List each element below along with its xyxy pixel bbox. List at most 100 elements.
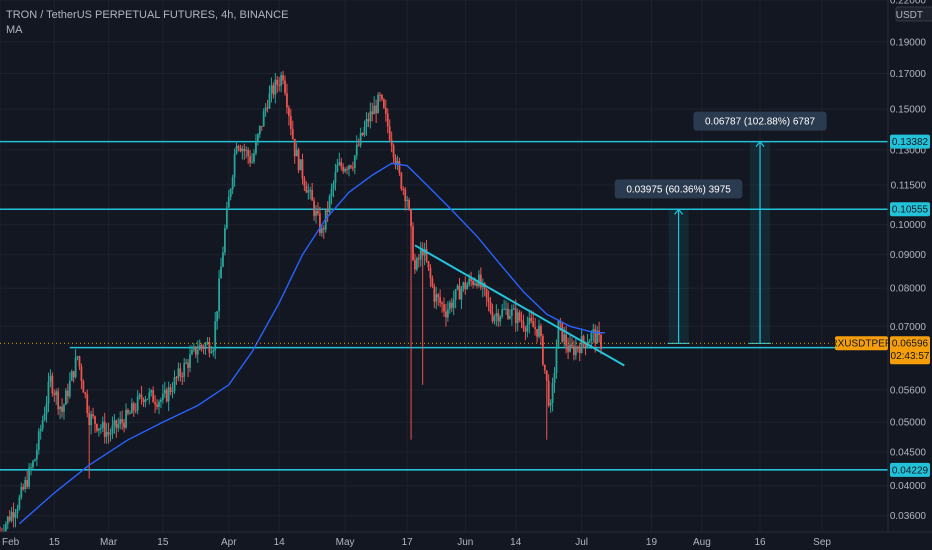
candle-body-10	[18, 497, 21, 509]
candle-body-117	[225, 207, 228, 229]
candle-body-104	[200, 344, 203, 347]
candle-body-51	[97, 428, 100, 431]
candle-body-170	[328, 196, 331, 213]
candle-body-62	[119, 419, 122, 425]
candle-body-229	[443, 304, 445, 312]
candle-body-65	[125, 409, 127, 428]
candle-body-15	[28, 467, 30, 487]
candle-body-195	[377, 94, 379, 114]
candle-body-45	[86, 394, 89, 414]
candle-body-90	[173, 377, 176, 392]
indicator-label[interactable]: MA	[6, 24, 23, 36]
candle-body-144	[278, 84, 281, 86]
candle-body-169	[326, 209, 329, 213]
candle-body-56	[107, 432, 110, 435]
candle-body-291	[563, 334, 566, 342]
candle-body-268	[518, 312, 521, 320]
candle-body-84	[161, 393, 164, 400]
price-tick-label-10: 0.05600	[890, 385, 927, 396]
candle-body-27	[51, 375, 54, 394]
candle-body-92	[177, 368, 180, 378]
candle-body-36	[68, 380, 71, 397]
candle-body-253	[489, 302, 492, 313]
candle-body-283	[547, 380, 550, 406]
time-tick-label-8: Jun	[457, 537, 473, 548]
candle-body-30	[57, 391, 60, 410]
candle-body-235	[454, 289, 457, 300]
candle-body-208	[402, 188, 405, 190]
candle-body-59	[113, 420, 116, 426]
candle-body-126	[243, 148, 246, 151]
candle-body-146	[282, 75, 284, 81]
candle-body-184	[355, 144, 358, 156]
candle-body-221	[427, 261, 430, 268]
candle-body-135	[260, 126, 263, 128]
candle-body-257	[497, 313, 500, 322]
candle-body-53	[101, 421, 104, 428]
candle-body-44	[84, 392, 87, 395]
price-tick-label-13: 0.04000	[890, 481, 927, 492]
candle-body-64	[123, 422, 125, 428]
candle-body-79	[152, 390, 155, 403]
candle-body-261	[505, 308, 507, 310]
candle-body-132	[255, 140, 257, 154]
candle-body-209	[404, 189, 407, 202]
candle-body-124	[239, 148, 242, 152]
candle-body-242	[468, 278, 471, 285]
candle-body-159	[307, 190, 310, 193]
time-tick-label-6: May	[336, 537, 355, 548]
price-tick-label-4: 0.13000	[890, 145, 927, 156]
candle-body-152	[293, 138, 296, 157]
price-axis[interactable]: 0.22000 0.19000 0.17000 0.15000 0.13000 0.115…	[887, 0, 932, 550]
candle-body-7	[12, 511, 15, 518]
candle-body-74	[142, 399, 145, 403]
price-tick-label-14: 0.03600	[890, 511, 927, 522]
candle-body-141	[272, 85, 275, 95]
candle-body-139	[268, 93, 271, 109]
currency-label: USDT	[896, 10, 923, 21]
time-tick-label-1: 15	[49, 537, 61, 548]
time-tick-label-5: 14	[274, 537, 286, 548]
candle-body-271	[524, 328, 527, 332]
candle-body-196	[379, 94, 381, 96]
candle-body-189	[365, 119, 368, 128]
candle-body-22	[41, 420, 44, 430]
candle-body-147	[284, 80, 286, 94]
candle-body-52	[99, 427, 102, 429]
candle-body-33	[63, 404, 65, 412]
price-tick-label-1: 0.19000	[890, 37, 927, 48]
candle-body-77	[148, 392, 151, 399]
candle-body-304	[588, 340, 591, 344]
candle-body-307	[594, 329, 597, 344]
candle-body-13	[24, 480, 27, 490]
candle-body-76	[146, 398, 149, 400]
candle-body-188	[363, 127, 366, 135]
candle-body-244	[472, 280, 474, 285]
candle-body-183	[353, 155, 356, 169]
candle-body-145	[280, 75, 283, 86]
candle-body-101	[194, 346, 197, 355]
time-axis[interactable]: Feb 15 Mar 15 Apr 14 May 17 Jun 14 Jul 19 Aug 16 Sep	[0, 531, 932, 550]
candle-body-298	[576, 346, 579, 349]
symbol-title[interactable]: TRON / TetherUS PERPETUAL FUTURES, 4h, B…	[6, 9, 289, 21]
candle-body-207	[400, 173, 403, 189]
candle-body-225	[435, 294, 438, 302]
bar-countdown: 02:43:57	[891, 351, 930, 362]
candle-body-60	[115, 420, 118, 428]
candle-body-204	[394, 157, 397, 165]
candle-body-191	[369, 111, 372, 122]
price-axis-bg	[888, 0, 932, 550]
candle-body-256	[495, 313, 498, 317]
candle-body-246	[476, 283, 478, 286]
candle-body-39	[74, 357, 77, 378]
candle-body-85	[163, 389, 166, 394]
candle-body-265	[512, 308, 515, 310]
candle-body-222	[429, 267, 432, 279]
time-tick-label-12: Aug	[693, 537, 711, 548]
ma-path	[18, 162, 605, 525]
candle-body-19	[35, 450, 38, 460]
candle-body-234	[452, 299, 455, 308]
candle-body-95	[183, 363, 186, 377]
candle-body-262	[507, 308, 509, 319]
